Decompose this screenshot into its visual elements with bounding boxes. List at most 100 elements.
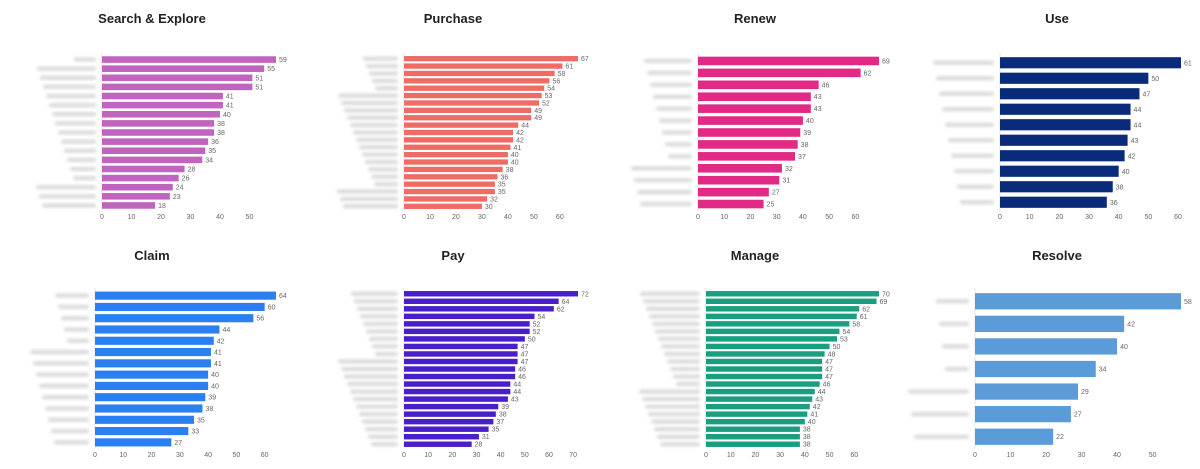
category-label-blurred (350, 389, 398, 394)
data-label: 67 (581, 56, 589, 63)
chart-title: Claim (134, 248, 169, 263)
bar (706, 441, 800, 447)
data-label: 34 (1099, 367, 1107, 374)
bar (102, 65, 265, 72)
category-label-blurred (46, 94, 96, 99)
category-label-blurred (652, 321, 700, 326)
x-tick-label: 60 (556, 214, 564, 221)
category-label-blurred (67, 338, 89, 343)
category-label-blurred (55, 293, 89, 298)
data-label: 35 (208, 148, 216, 155)
category-label-blurred (55, 121, 96, 126)
data-label: 47 (825, 374, 833, 381)
category-label-blurred (366, 64, 398, 69)
bar (404, 411, 496, 417)
category-label-blurred (375, 351, 398, 356)
data-label: 43 (814, 106, 822, 113)
data-label: 36 (500, 174, 508, 181)
bar (404, 137, 514, 143)
data-label: 70 (882, 291, 890, 298)
data-label: 60 (268, 304, 276, 311)
bar (95, 393, 206, 402)
data-label: 61 (860, 314, 868, 321)
category-label-blurred (662, 130, 692, 135)
category-label-blurred (64, 148, 96, 153)
category-label-blurred (42, 395, 89, 400)
category-label-blurred (676, 382, 700, 387)
category-label-blurred (337, 189, 398, 194)
data-label: 35 (492, 427, 500, 434)
data-label: 40 (808, 419, 816, 426)
bar (1000, 196, 1107, 208)
bar (404, 159, 508, 165)
data-label: 46 (518, 367, 526, 374)
category-label-blurred (368, 167, 398, 172)
bar (698, 92, 811, 102)
bar (404, 188, 495, 195)
x-tick-label: 10 (727, 452, 735, 459)
x-tick-label: 30 (773, 214, 781, 221)
data-label: 50 (528, 336, 536, 343)
chart-panel: Resolve 58 42 40 34 29 27 22 0 10 20 30 40 50 (908, 248, 1192, 459)
bar (102, 147, 206, 155)
bar (706, 434, 800, 440)
chart-title: Resolve (1032, 248, 1082, 263)
bar (706, 403, 810, 410)
bar (404, 381, 511, 387)
x-tick-label: 40 (1113, 452, 1121, 459)
data-label: 44 (1134, 122, 1142, 129)
x-tick-label: 40 (799, 214, 807, 221)
bar (404, 313, 535, 320)
bar (102, 74, 253, 82)
data-label: 40 (806, 118, 814, 125)
x-tick-label: 10 (1026, 214, 1034, 221)
bar (404, 196, 488, 202)
x-tick-label: 10 (128, 214, 136, 221)
category-label-blurred (33, 361, 89, 366)
bar (706, 313, 857, 320)
category-label-blurred (61, 316, 89, 321)
x-tick-label: 20 (448, 452, 456, 459)
bar (1000, 57, 1181, 69)
data-label: 38 (217, 130, 225, 137)
category-label-blurred (939, 91, 994, 96)
data-label: 61 (565, 64, 573, 71)
chart-title: Pay (441, 248, 465, 263)
data-label: 56 (256, 316, 264, 323)
category-label-blurred (664, 351, 700, 356)
x-tick-label: 50 (530, 214, 538, 221)
bar (404, 403, 499, 410)
category-label-blurred (655, 329, 700, 334)
data-label: 47 (521, 351, 529, 358)
data-label: 52 (542, 100, 550, 107)
x-tick-label: 20 (452, 214, 460, 221)
data-label: 38 (499, 412, 507, 419)
bar (706, 336, 837, 342)
x-tick-label: 0 (100, 214, 104, 221)
bar (404, 396, 508, 402)
category-label-blurred (61, 139, 96, 144)
data-label: 55 (267, 66, 275, 73)
category-label-blurred (657, 434, 700, 439)
bar (975, 338, 1118, 355)
x-tick-label: 20 (1042, 452, 1050, 459)
bar (698, 175, 780, 185)
category-label-blurred (64, 327, 89, 332)
x-tick-label: 10 (424, 452, 432, 459)
chart-title: Manage (731, 248, 779, 263)
data-label: 54 (842, 329, 850, 336)
category-label-blurred (36, 185, 96, 190)
bar (1000, 165, 1119, 177)
category-label-blurred (911, 412, 969, 417)
data-label: 29 (1081, 389, 1089, 396)
data-label: 42 (516, 137, 524, 144)
x-tick-label: 40 (801, 452, 809, 459)
bar (404, 203, 482, 209)
category-label-blurred (39, 383, 89, 388)
data-label: 42 (217, 338, 225, 345)
data-label: 52 (533, 329, 541, 336)
bar (404, 306, 554, 312)
x-tick-label: 60 (261, 452, 269, 459)
x-tick-label: 30 (176, 452, 184, 459)
